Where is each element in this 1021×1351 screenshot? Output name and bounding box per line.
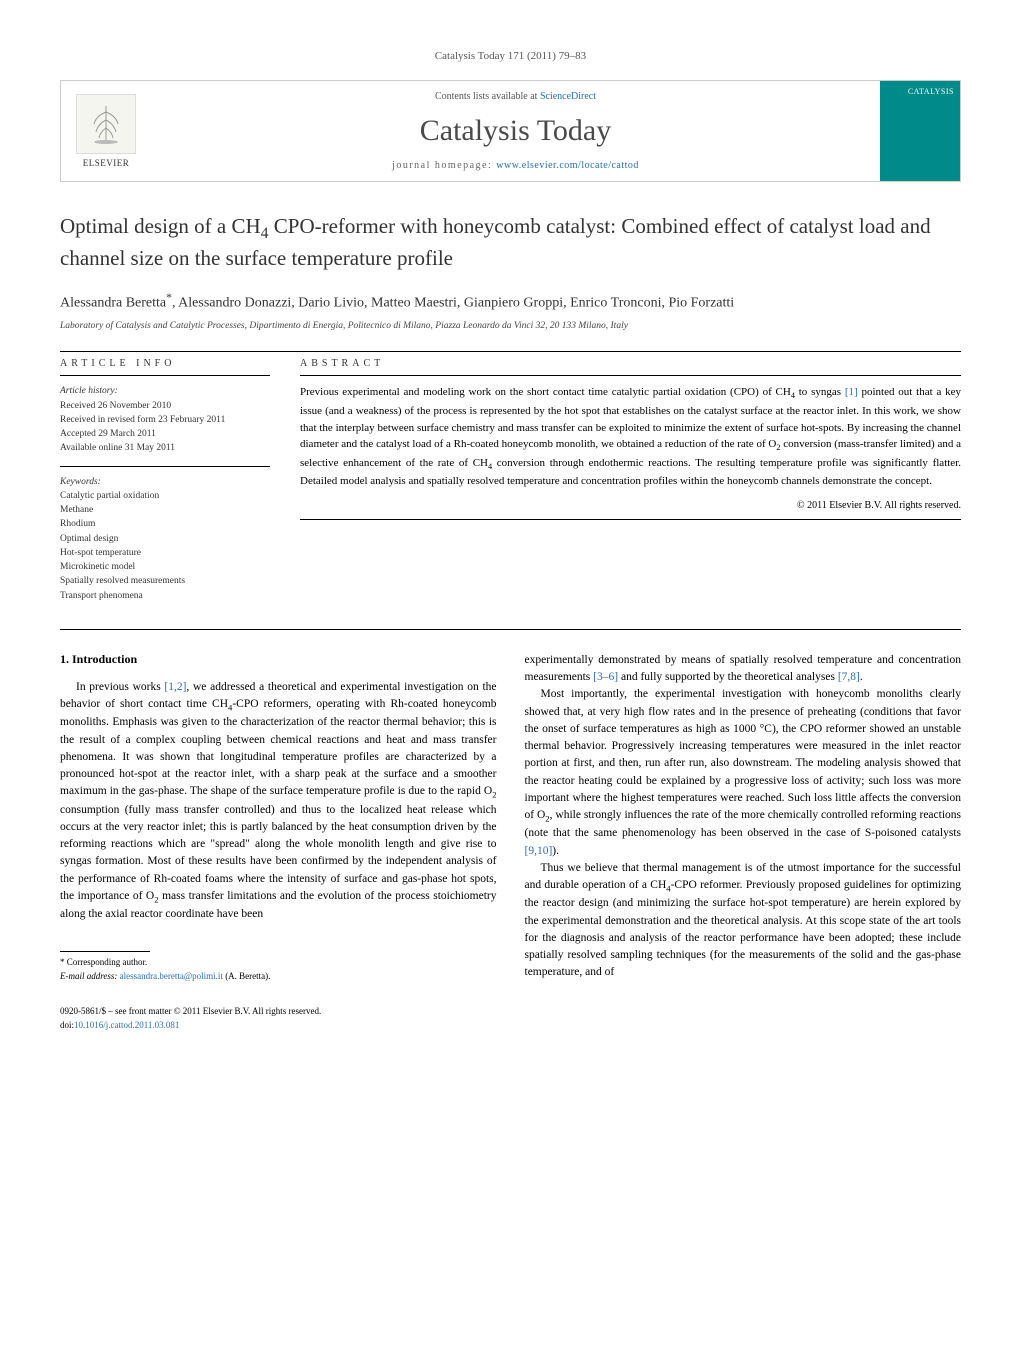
divider bbox=[300, 519, 961, 520]
history-label: Article history: bbox=[60, 384, 270, 398]
history-item: Received in revised form 23 February 201… bbox=[60, 413, 270, 427]
keyword: Spatially resolved measurements bbox=[60, 574, 270, 588]
abstract-block: abstract Previous experimental and model… bbox=[300, 358, 961, 603]
divider bbox=[60, 466, 270, 467]
journal-cover-thumbnail: CATALYSIS bbox=[880, 81, 960, 181]
article-info-heading: article info bbox=[60, 358, 270, 369]
keyword: Optimal design bbox=[60, 532, 270, 546]
journal-homepage-line: journal homepage: www.elsevier.com/locat… bbox=[163, 160, 868, 171]
abstract-text: Previous experimental and modeling work … bbox=[300, 384, 961, 489]
article-history: Article history: Received 26 November 20… bbox=[60, 384, 270, 455]
issn-copyright-line: 0920-5861/$ – see front matter © 2011 El… bbox=[60, 1005, 497, 1019]
keyword: Microkinetic model bbox=[60, 560, 270, 574]
doi-prefix: doi: bbox=[60, 1020, 74, 1030]
journal-header-box: ELSEVIER Contents lists available at Sci… bbox=[60, 80, 961, 182]
author-list: Alessandra Beretta*, Alessandro Donazzi,… bbox=[60, 289, 961, 314]
homepage-prefix: journal homepage: bbox=[392, 160, 496, 171]
abstract-heading: abstract bbox=[300, 358, 961, 369]
cover-label: CATALYSIS bbox=[908, 87, 954, 96]
keyword: Methane bbox=[60, 503, 270, 517]
journal-homepage-link[interactable]: www.elsevier.com/locate/cattod bbox=[496, 160, 639, 171]
author-email-link[interactable]: alessandra.beretta@polimi.it bbox=[120, 971, 223, 981]
contents-prefix: Contents lists available at bbox=[435, 91, 540, 102]
keyword: Catalytic partial oxidation bbox=[60, 489, 270, 503]
right-column: experimentally demonstrated by means of … bbox=[525, 652, 962, 1032]
sciencedirect-link[interactable]: ScienceDirect bbox=[540, 91, 596, 102]
section-heading: 1. Introduction bbox=[60, 652, 497, 667]
body-columns: 1. Introduction In previous works [1,2],… bbox=[60, 652, 961, 1032]
history-item: Accepted 29 March 2011 bbox=[60, 427, 270, 441]
divider bbox=[60, 375, 270, 376]
contents-lists-line: Contents lists available at ScienceDirec… bbox=[163, 91, 868, 102]
corresponding-author-footnote: * Corresponding author. E-mail address: … bbox=[60, 956, 497, 983]
keyword: Hot-spot temperature bbox=[60, 546, 270, 560]
publisher-logo: ELSEVIER bbox=[61, 81, 151, 181]
header-center: Contents lists available at ScienceDirec… bbox=[151, 81, 880, 181]
left-column: 1. Introduction In previous works [1,2],… bbox=[60, 652, 497, 1032]
publisher-name: ELSEVIER bbox=[83, 158, 130, 168]
paragraph: Most importantly, the experimental inves… bbox=[525, 686, 962, 859]
keywords-block: Keywords: Catalytic partial oxidation Me… bbox=[60, 475, 270, 603]
journal-reference: Catalysis Today 171 (2011) 79–83 bbox=[60, 50, 961, 62]
keywords-label: Keywords: bbox=[60, 475, 270, 489]
footnote-rule bbox=[60, 951, 150, 952]
affiliation: Laboratory of Catalysis and Catalytic Pr… bbox=[60, 321, 961, 331]
keyword: Transport phenomena bbox=[60, 589, 270, 603]
info-abstract-row: article info Article history: Received 2… bbox=[60, 358, 961, 603]
history-item: Available online 31 May 2011 bbox=[60, 441, 270, 455]
article-info-block: article info Article history: Received 2… bbox=[60, 358, 270, 603]
abstract-copyright: © 2011 Elsevier B.V. All rights reserved… bbox=[300, 500, 961, 511]
keyword: Rhodium bbox=[60, 517, 270, 531]
divider bbox=[300, 375, 961, 376]
email-label: E-mail address: bbox=[60, 971, 117, 981]
doi-link[interactable]: 10.1016/j.cattod.2011.03.081 bbox=[74, 1020, 179, 1030]
history-item: Received 26 November 2010 bbox=[60, 399, 270, 413]
footnote-marker: * Corresponding author. bbox=[60, 956, 497, 970]
paragraph: experimentally demonstrated by means of … bbox=[525, 652, 962, 687]
paragraph: In previous works [1,2], we addressed a … bbox=[60, 679, 497, 923]
bottom-metadata: 0920-5861/$ – see front matter © 2011 El… bbox=[60, 1005, 497, 1032]
journal-name: Catalysis Today bbox=[163, 114, 868, 148]
elsevier-tree-icon bbox=[76, 94, 136, 154]
email-suffix: (A. Beretta). bbox=[225, 971, 270, 981]
divider bbox=[60, 629, 961, 630]
article-title: Optimal design of a CH4 CPO-reformer wit… bbox=[60, 212, 961, 273]
paragraph: Thus we believe that thermal management … bbox=[525, 860, 962, 982]
divider bbox=[60, 351, 961, 352]
